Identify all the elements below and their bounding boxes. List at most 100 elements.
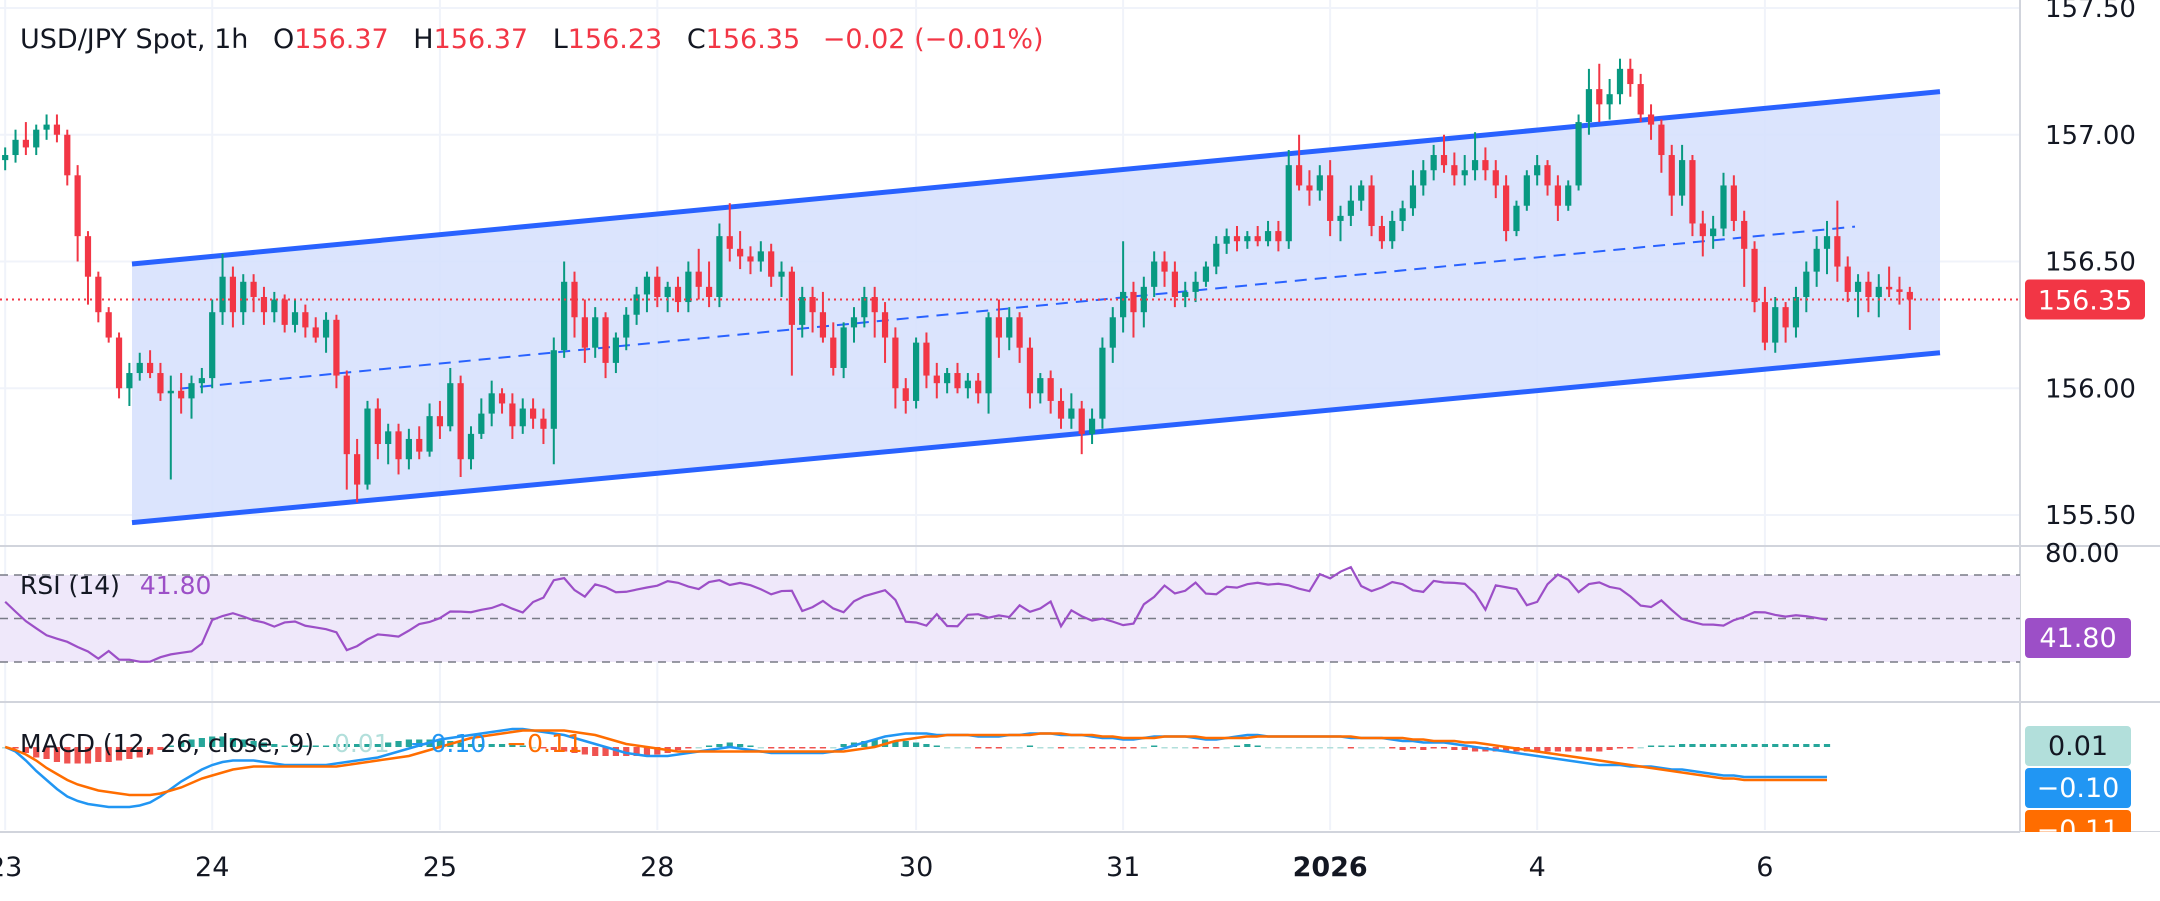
- candle[interactable]: [291, 299, 299, 333]
- candle[interactable]: [1068, 393, 1075, 429]
- candle[interactable]: [830, 322, 837, 376]
- candle[interactable]: [944, 367, 951, 394]
- candle[interactable]: [271, 291, 278, 323]
- macd-panel[interactable]: [2, 727, 1831, 809]
- candle[interactable]: [1896, 276, 1903, 305]
- candle[interactable]: [136, 352, 143, 381]
- candle[interactable]: [105, 307, 112, 343]
- candle[interactable]: [1451, 152, 1458, 186]
- candle[interactable]: [95, 271, 102, 323]
- candle[interactable]: [12, 129, 19, 163]
- candle[interactable]: [902, 378, 909, 414]
- candle[interactable]: [892, 327, 899, 409]
- candle[interactable]: [1875, 274, 1882, 318]
- candle[interactable]: [654, 266, 661, 308]
- candle[interactable]: [1275, 220, 1282, 252]
- candle[interactable]: [871, 286, 878, 338]
- candle[interactable]: [737, 231, 744, 270]
- candle[interactable]: [809, 286, 816, 333]
- candle[interactable]: [250, 274, 257, 313]
- candle[interactable]: [861, 286, 868, 328]
- candle[interactable]: [529, 398, 537, 429]
- candle[interactable]: [302, 304, 309, 338]
- candle[interactable]: [1761, 286, 1769, 351]
- candle[interactable]: [1295, 134, 1303, 191]
- rsi-line[interactable]: [4, 565, 1828, 663]
- candle[interactable]: [436, 400, 444, 439]
- candle[interactable]: [975, 373, 982, 404]
- candle[interactable]: [2, 147, 9, 171]
- candle[interactable]: [1306, 170, 1313, 206]
- candle[interactable]: [53, 114, 61, 143]
- candle[interactable]: [1865, 271, 1872, 313]
- candle[interactable]: [623, 307, 630, 351]
- candle[interactable]: [923, 332, 930, 389]
- candle[interactable]: [1389, 210, 1396, 249]
- candle[interactable]: [1575, 114, 1582, 191]
- candle[interactable]: [1906, 286, 1913, 330]
- candle[interactable]: [22, 122, 29, 156]
- candle[interactable]: [1492, 160, 1499, 199]
- candle[interactable]: [209, 299, 216, 389]
- candle[interactable]: [1420, 160, 1427, 196]
- candle[interactable]: [1047, 370, 1054, 414]
- candle[interactable]: [312, 317, 319, 343]
- candle[interactable]: [1254, 226, 1261, 247]
- candle[interactable]: [1782, 302, 1789, 343]
- channel-mid-line[interactable]: [179, 225, 1856, 390]
- candle[interactable]: [1751, 241, 1758, 313]
- candle[interactable]: [1471, 132, 1479, 181]
- candle[interactable]: [1637, 73, 1644, 123]
- candle[interactable]: [1606, 78, 1613, 120]
- candle[interactable]: [1710, 215, 1717, 249]
- candle[interactable]: [1554, 175, 1561, 221]
- candle[interactable]: [1358, 180, 1365, 211]
- candle[interactable]: [1213, 236, 1220, 275]
- candle[interactable]: [1823, 220, 1831, 275]
- candle[interactable]: [354, 438, 361, 503]
- candle[interactable]: [1120, 241, 1127, 333]
- candle[interactable]: [1741, 210, 1748, 287]
- candle[interactable]: [778, 261, 785, 297]
- channel-upper-line[interactable]: [131, 89, 1941, 267]
- candle[interactable]: [457, 375, 464, 477]
- candle[interactable]: [1813, 236, 1820, 287]
- candle[interactable]: [1585, 68, 1593, 135]
- candle[interactable]: [633, 286, 640, 325]
- candle[interactable]: [1182, 281, 1189, 308]
- candle[interactable]: [1699, 210, 1706, 257]
- candle[interactable]: [1057, 388, 1065, 429]
- candle[interactable]: [1678, 144, 1686, 206]
- candle[interactable]: [84, 231, 92, 305]
- candle[interactable]: [643, 271, 651, 313]
- candle[interactable]: [1409, 170, 1417, 216]
- candle[interactable]: [240, 274, 247, 325]
- candle[interactable]: [1368, 175, 1375, 237]
- candle[interactable]: [219, 253, 226, 325]
- candle[interactable]: [374, 398, 381, 460]
- candle[interactable]: [1854, 274, 1862, 318]
- macd-line[interactable]: [4, 727, 1828, 809]
- candle[interactable]: [1016, 312, 1023, 363]
- rsi-panel[interactable]: [0, 565, 2020, 663]
- candle[interactable]: [64, 129, 71, 186]
- candle[interactable]: [416, 426, 423, 460]
- candle[interactable]: [322, 312, 330, 353]
- candle[interactable]: [1399, 200, 1406, 232]
- candle[interactable]: [364, 400, 371, 490]
- candle[interactable]: [478, 398, 485, 439]
- candle[interactable]: [850, 307, 858, 343]
- candle[interactable]: [912, 337, 920, 409]
- candle[interactable]: [385, 423, 392, 465]
- candle[interactable]: [995, 299, 1003, 358]
- candle[interactable]: [954, 362, 961, 394]
- candle[interactable]: [146, 350, 154, 379]
- candle[interactable]: [405, 428, 412, 470]
- candle[interactable]: [1140, 276, 1147, 328]
- candle[interactable]: [1109, 307, 1116, 363]
- candle[interactable]: [1720, 172, 1727, 237]
- candle[interactable]: [198, 367, 205, 394]
- candle[interactable]: [1834, 200, 1841, 282]
- candle[interactable]: [1026, 337, 1034, 409]
